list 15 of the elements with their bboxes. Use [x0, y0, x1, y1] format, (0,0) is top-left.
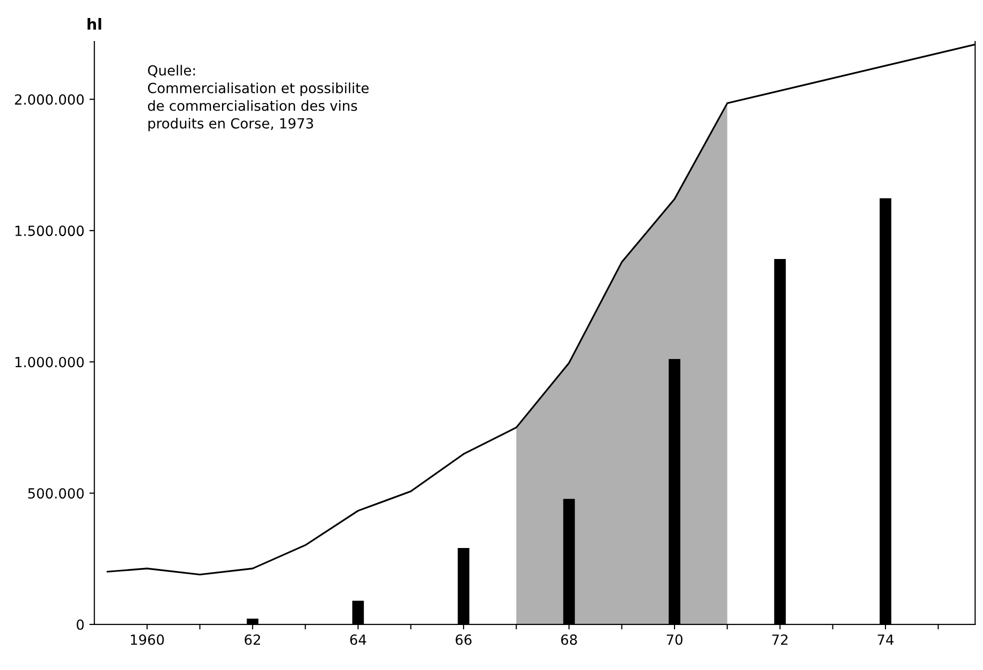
x-tick-label: 66	[456, 634, 472, 645]
x-tick-label: 70	[666, 634, 682, 645]
y-tick-label: 2.000.000	[14, 94, 84, 105]
y-tick-label: 1.500.000	[15, 226, 84, 236]
annotation: Quelle: Commercialisation et possibilite de commercialisation des vins produits en Corse, 1973	[148, 64, 369, 132]
x-tick-label: 64	[350, 634, 366, 645]
x-tick-label: 68	[561, 634, 577, 645]
y-tick-label: 0	[76, 619, 84, 630]
x-tick-label: 74	[878, 634, 894, 645]
y-tick-label: 1.000.000	[15, 356, 84, 368]
x-tick-label: 62	[244, 634, 260, 645]
x-tick-label: 1960	[130, 634, 164, 645]
y-axis-title: hl	[88, 18, 102, 30]
y-tick-label: 500.000	[28, 488, 84, 499]
x-tick-label: 72	[772, 634, 788, 645]
